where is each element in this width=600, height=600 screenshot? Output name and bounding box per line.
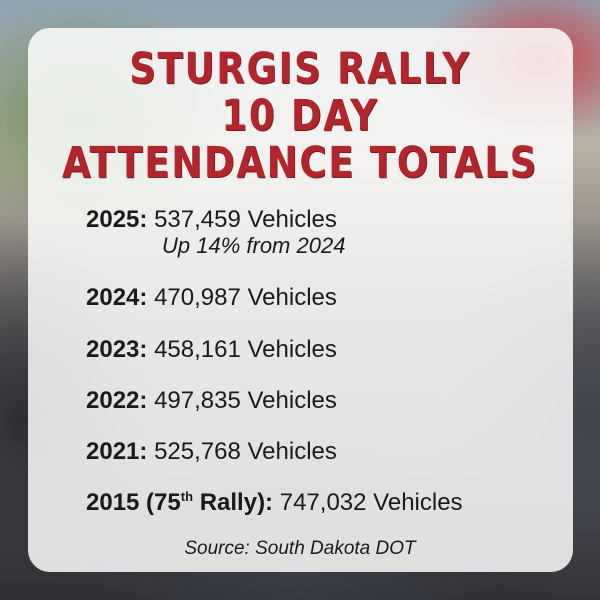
title-line: STURGIS RALLY xyxy=(129,44,471,94)
entry: 2024: 470,987 Vehicles xyxy=(86,284,337,312)
entry-year: 2021: xyxy=(86,438,148,465)
entry-year-part: 2015 (75 xyxy=(86,489,181,516)
entry: 2022: 497,835 Vehicles xyxy=(86,387,337,415)
entry-value: 525,768 Vehicles xyxy=(154,438,337,465)
entry-value: 747,032 Vehicles xyxy=(279,489,463,516)
entry-year: 2025: xyxy=(86,206,148,233)
source: Source: South Dakota DOT xyxy=(184,538,416,559)
entry-year: 2022: xyxy=(86,387,148,414)
entry-year-part: Rally): xyxy=(199,489,274,516)
entry: 2021: 525,768 Vehicles xyxy=(86,438,337,466)
entry: 2015 (75th Rally): 747,032 Vehicles xyxy=(86,489,463,517)
title-line: ATTENDANCE TOTALS xyxy=(62,138,538,188)
entry: 2023: 458,161 Vehicles xyxy=(86,336,337,364)
entry-value: 470,987 Vehicles xyxy=(154,284,337,311)
entry-value: 458,161 Vehicles xyxy=(154,336,337,363)
entry-value: 497,835 Vehicles xyxy=(154,387,337,414)
entry-note: Up 14% from 2024 xyxy=(162,233,346,258)
entry-year: 2024: xyxy=(86,284,148,311)
entry: 2025: 537,459 Vehicles xyxy=(86,206,337,234)
entry-year: 2023: xyxy=(86,336,148,363)
entry-value: 537,459 Vehicles xyxy=(154,206,337,233)
superscript: th xyxy=(180,489,194,504)
entry-year: 2015 (75th Rally): xyxy=(86,489,273,516)
panel xyxy=(28,28,573,572)
title-line: 10 DAY xyxy=(221,91,379,141)
